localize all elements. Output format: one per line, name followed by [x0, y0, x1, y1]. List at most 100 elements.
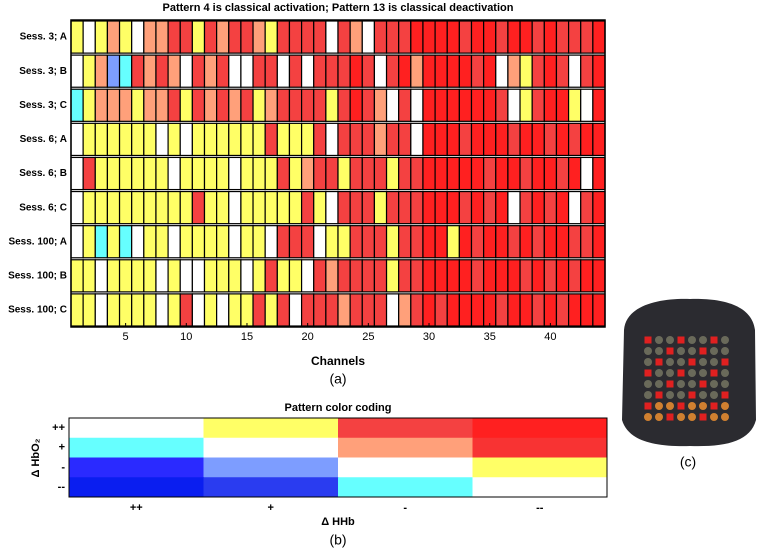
heatmap-cell	[495, 122, 509, 157]
heatmap-cell	[495, 190, 509, 225]
heatmap-cell	[94, 259, 109, 293]
electrode	[655, 413, 663, 421]
heatmap-cell	[155, 156, 169, 191]
heatmap-cell	[422, 54, 436, 88]
heatmap-cell	[495, 259, 509, 293]
heatmap-cell	[94, 88, 109, 122]
heatmap-cell	[349, 88, 363, 122]
heatmap-cell	[507, 156, 521, 191]
heatmap-cell	[483, 20, 497, 54]
heatmap-cell	[203, 20, 218, 54]
heatmap-cell	[325, 122, 339, 157]
electrode	[655, 402, 663, 410]
heatmap-cell	[337, 190, 351, 225]
heatmap-cell	[385, 293, 400, 327]
heatmap-cell	[446, 190, 460, 225]
heatmap-cell	[240, 54, 254, 88]
electrode	[688, 402, 696, 410]
heatmap-cell	[410, 190, 424, 225]
heatmap-cell	[191, 225, 206, 259]
heatmap-cell	[118, 122, 133, 157]
heatmap-cell	[216, 20, 230, 54]
heatmap-cell	[300, 54, 315, 88]
heatmap-cell	[555, 54, 570, 88]
heatmap-cell	[240, 259, 254, 293]
electrode	[666, 369, 674, 377]
heatmap-cell	[143, 225, 157, 259]
heatmap-cell	[216, 122, 230, 157]
heatmap-cell	[592, 259, 606, 293]
heatmap-cell	[410, 122, 424, 157]
heatmap-cell	[216, 225, 230, 259]
heatmap-cell	[143, 293, 157, 327]
electrode	[710, 347, 718, 355]
heatmap-cell	[216, 54, 230, 88]
electrode	[666, 402, 674, 410]
y-axis-label: Δ HbO₂	[30, 438, 42, 477]
heatmap-cell	[422, 88, 436, 122]
electrode	[655, 369, 663, 377]
heatmap-cell	[458, 156, 473, 191]
heatmap-cell	[398, 88, 412, 122]
pattern-cell	[472, 477, 608, 498]
heatmap-cell	[203, 225, 218, 259]
heatmap-cell	[446, 225, 460, 259]
heatmap-cell	[325, 20, 339, 54]
electrode	[677, 413, 685, 421]
heatmap-cell	[70, 225, 84, 259]
heatmap-cell	[470, 122, 485, 157]
heatmap-cell	[555, 225, 570, 259]
heatmap-cell	[483, 156, 497, 191]
heatmap-cell	[567, 156, 582, 191]
heatmap-cell	[264, 54, 278, 88]
heatmap-cell	[94, 156, 109, 191]
heatmap-cell	[70, 122, 84, 157]
heatmap-cell	[495, 293, 509, 327]
electrode	[688, 336, 696, 344]
heatmap-cell	[82, 88, 96, 122]
heatmap-cell	[555, 190, 570, 225]
heatmap-cell	[567, 88, 582, 122]
heatmap-cell	[106, 190, 121, 225]
electrode	[677, 369, 685, 377]
heatmap-cell	[592, 156, 606, 191]
heatmap-cell	[240, 190, 254, 225]
heatmap-cell	[567, 54, 582, 88]
heatmap-cell	[288, 156, 303, 191]
x-tick-label: 5	[123, 331, 129, 343]
heatmap-cell	[349, 156, 363, 191]
x-axis-label: Channels	[311, 354, 365, 368]
heatmap-cell	[118, 190, 133, 225]
heatmap-cell	[325, 88, 339, 122]
heatmap-cell	[106, 122, 121, 157]
heatmap-cell	[300, 259, 315, 293]
heatmap-cell	[434, 20, 448, 54]
electrode	[655, 347, 663, 355]
heatmap-cell	[106, 259, 121, 293]
heatmap-cell	[483, 293, 497, 327]
heatmap-cell	[580, 54, 594, 88]
heatmap-cell	[167, 190, 181, 225]
heatmap-cell	[361, 122, 376, 157]
heatmap-cell	[434, 156, 448, 191]
row-label: Sess. 3; A	[20, 32, 67, 43]
heatmap-cell	[422, 156, 436, 191]
heatmap-cell	[373, 20, 388, 54]
heatmap-cell	[422, 259, 436, 293]
electrode	[666, 347, 674, 355]
y-tick-label: --	[58, 481, 66, 493]
heatmap-cell	[143, 122, 157, 157]
heatmap-cell	[288, 122, 303, 157]
heatmap-cell	[361, 156, 376, 191]
heatmap-cell	[531, 190, 545, 225]
heatmap-cell	[458, 54, 473, 88]
pattern-cell	[69, 477, 204, 498]
heatmap-cell	[495, 88, 509, 122]
heatmap-cell	[470, 20, 485, 54]
electrode	[699, 413, 707, 421]
heatmap-cell	[228, 122, 242, 157]
heatmap-cell	[276, 20, 291, 54]
heatmap-cell	[580, 225, 594, 259]
x-tick-label: 10	[180, 331, 192, 343]
row-label: Sess. 3; B	[19, 66, 67, 77]
